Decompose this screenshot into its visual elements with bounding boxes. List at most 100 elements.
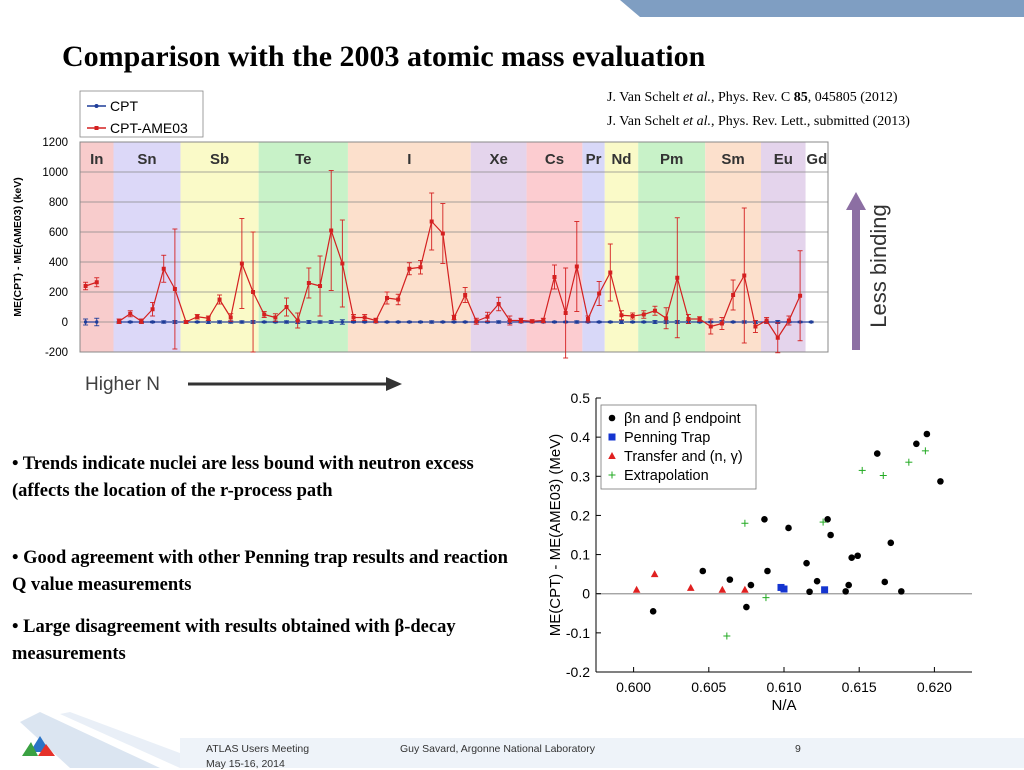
scatter-legend-box xyxy=(600,404,757,490)
data-point-cpt-ame03 xyxy=(373,318,378,323)
legend-marker xyxy=(94,126,99,130)
data-point-cpt-ame03 xyxy=(172,287,177,291)
data-point-cpt-ame03 xyxy=(184,320,189,324)
data-point-cpt-ame03 xyxy=(697,317,702,321)
element-label-in: In xyxy=(90,151,103,168)
data-point-cpt xyxy=(630,320,635,324)
legend-marker xyxy=(608,452,616,459)
series-line-segment xyxy=(587,293,600,320)
y-tick-label: 0.4 xyxy=(571,429,591,445)
scatter-point xyxy=(741,585,749,593)
plot-frame xyxy=(79,141,829,353)
data-point-cpt-ame03 xyxy=(652,308,657,313)
element-label-pr: Pr xyxy=(586,151,602,168)
data-point-cpt xyxy=(429,320,434,324)
element-band-sm xyxy=(705,142,762,352)
data-point-cpt-ame03 xyxy=(775,335,780,340)
scatter-point xyxy=(813,577,821,585)
data-point-cpt-ame03 xyxy=(585,317,590,321)
series-line-segment xyxy=(542,276,556,321)
scatter-point xyxy=(913,440,920,448)
data-point-cpt-ame03 xyxy=(440,231,445,236)
element-band-i xyxy=(347,142,471,352)
data-point-cpt xyxy=(128,320,132,324)
y-tick-label: 600 xyxy=(49,227,68,239)
data-point-cpt-ame03 xyxy=(664,316,669,321)
scatter-point xyxy=(806,588,813,596)
series-line-segment xyxy=(419,221,433,268)
data-point-cpt-ame03 xyxy=(161,266,166,271)
element-label-xe: Xe xyxy=(489,151,507,168)
data-point-cpt xyxy=(340,320,345,324)
series-line-segment xyxy=(743,275,757,327)
footer-page-number: 9 xyxy=(795,743,801,755)
data-point-cpt-ame03 xyxy=(764,318,769,323)
y-tick-label: 800 xyxy=(49,197,68,209)
scatter-point xyxy=(842,588,849,595)
element-band-pr xyxy=(582,142,605,352)
series-line-segment xyxy=(576,266,589,320)
scatter-legend-entry: βn and β endpoint xyxy=(624,411,741,427)
y-tick-label: 0.2 xyxy=(571,507,591,523)
ref2-etal: et al. xyxy=(682,114,711,129)
data-point-cpt-ame03 xyxy=(362,315,367,320)
element-band-sn xyxy=(113,142,181,352)
data-point-cpt xyxy=(284,320,289,324)
element-label-cs: Cs xyxy=(545,151,564,168)
data-point-cpt-ame03 xyxy=(306,281,311,285)
data-point-cpt-ame03 xyxy=(541,318,546,323)
scatter-point xyxy=(764,567,771,575)
bullet-1: • Trends indicate nuclei are less bound … xyxy=(12,454,474,501)
data-point-cpt-ame03 xyxy=(798,293,803,298)
scatter-point xyxy=(827,531,834,539)
series-line-segment xyxy=(241,263,254,293)
data-point-cpt xyxy=(217,320,222,324)
na-scatter-chart: -0.2 -0.1 0 0.1 0.2 0.3 0.4 0.5 0.600 0.605 0.610 0… xyxy=(547,390,972,714)
data-point-cpt xyxy=(552,320,557,324)
series-line-segment xyxy=(442,233,455,318)
data-point-cpt-ame03 xyxy=(295,318,300,323)
data-point-cpt xyxy=(195,320,199,324)
data-point-cpt xyxy=(307,320,311,324)
data-point-cpt xyxy=(362,320,367,324)
scatter-series-square xyxy=(777,583,829,594)
scatter-point xyxy=(780,585,788,593)
series-line-segment xyxy=(487,303,500,318)
data-point-cpt-ame03 xyxy=(641,312,646,317)
scatter-point xyxy=(887,539,895,547)
data-point-cpt-ame03 xyxy=(407,266,412,271)
series-line-segment xyxy=(319,230,332,287)
data-point-cpt-ame03 xyxy=(128,311,133,316)
data-point-cpt xyxy=(608,320,612,324)
data-point-cpt-ame03 xyxy=(731,293,736,297)
data-point-cpt xyxy=(95,320,99,324)
data-point-cpt xyxy=(407,320,412,324)
series-line-segment xyxy=(665,277,678,319)
scatter-point xyxy=(632,585,641,593)
series-line-segment xyxy=(453,294,466,318)
data-point-cpt-ame03 xyxy=(786,318,791,323)
scatter-series-circle xyxy=(649,430,944,615)
slide-title: Comparison with the 2003 atomic mass eva… xyxy=(62,40,706,73)
element-band-gd xyxy=(805,142,828,352)
scatter-point xyxy=(898,588,905,595)
data-point-cpt xyxy=(329,320,333,324)
data-point-cpt xyxy=(396,320,400,324)
data-point-cpt xyxy=(653,320,657,324)
data-point-cpt-ame03 xyxy=(675,275,680,280)
series-line-segment xyxy=(163,268,176,290)
data-point-cpt xyxy=(463,320,467,324)
series-line-segment xyxy=(230,263,243,318)
data-point-cpt xyxy=(418,320,423,324)
data-point-cpt-ame03 xyxy=(228,315,233,320)
argonne-logo-icon xyxy=(22,736,55,756)
scatter-point xyxy=(649,608,657,615)
scatter-series-triangle xyxy=(632,570,749,593)
x-tick-label: 0.605 xyxy=(691,679,726,695)
reference-2: J. Van Schelt et al., Phys. Rev. Lett., … xyxy=(607,114,910,130)
data-point-cpt xyxy=(318,320,322,324)
scatter-point xyxy=(821,586,829,594)
data-point-cpt-ame03 xyxy=(329,228,334,233)
y-axis-label: ME(CPT) - ME(AME03) (keV) xyxy=(12,177,24,316)
data-point-cpt xyxy=(240,320,244,324)
